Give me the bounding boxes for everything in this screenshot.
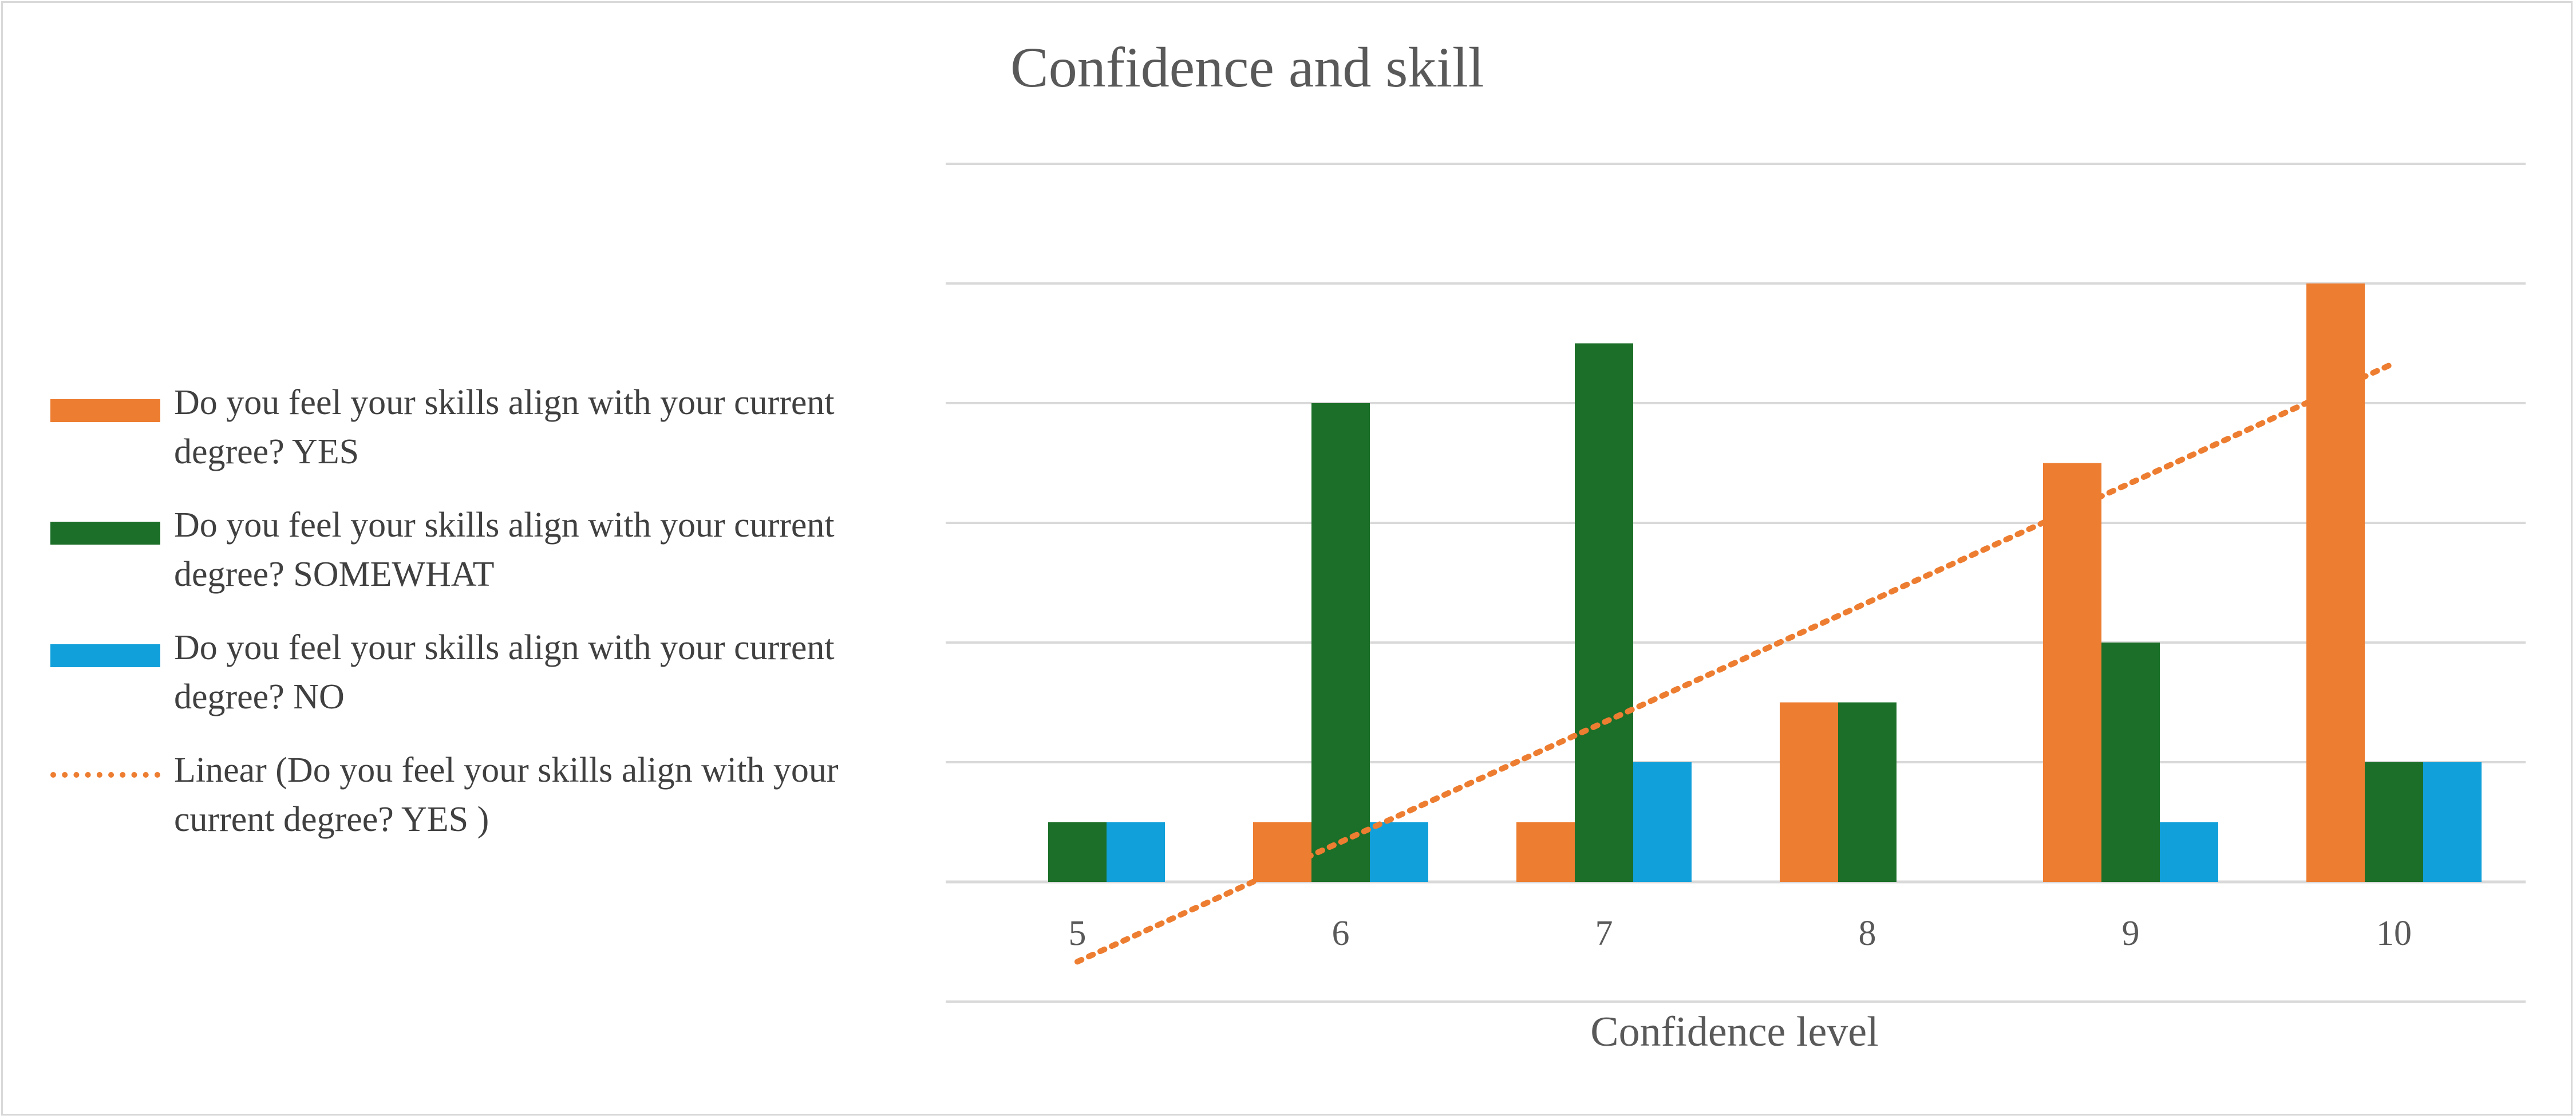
x-tick-label: 6 [1332, 914, 1350, 953]
bar-somewhat [1575, 343, 1633, 882]
x-tick-label: 5 [1069, 914, 1086, 953]
legend-swatch-trendline [50, 772, 160, 778]
bar-no [2160, 822, 2218, 882]
bar-no [2423, 762, 2482, 882]
x-tick-label: 9 [2122, 914, 2140, 953]
bar-somewhat [1838, 702, 1897, 882]
bar-no [1633, 762, 1692, 882]
bar-somewhat [1311, 403, 1370, 882]
bar-somewhat [2101, 643, 2160, 882]
x-tick-label: 10 [2376, 914, 2412, 953]
bar-yes [1253, 822, 1311, 882]
legend: Do you feel your skills align with your … [46, 378, 939, 868]
x-tick-label: 8 [1859, 914, 1876, 953]
bar-no [1107, 822, 1165, 882]
bar-yes [1780, 702, 1838, 882]
x-axis-title: Confidence level [1590, 1008, 1879, 1055]
legend-label-yes: Do you feel your skills align with your … [174, 383, 835, 471]
legend-item-trendline: Linear (Do you feel your skills align wi… [46, 746, 939, 868]
legend-label-trendline: Linear (Do you feel your skills align wi… [174, 751, 839, 839]
legend-swatch-somewhat [50, 522, 160, 545]
legend-item-yes: Do you feel your skills align with your … [46, 378, 939, 501]
legend-label-no: Do you feel your skills align with your … [174, 628, 835, 716]
bar-somewhat [2365, 762, 2423, 882]
bar-somewhat [1048, 822, 1107, 882]
x-tick-label: 7 [1595, 914, 1613, 953]
legend-swatch-no [50, 644, 160, 667]
bar-yes [2043, 463, 2101, 882]
legend-item-no: Do you feel your skills align with your … [46, 623, 939, 746]
legend-item-somewhat: Do you feel your skills align with your … [46, 501, 939, 623]
legend-label-somewhat: Do you feel your skills align with your … [174, 506, 835, 594]
legend-swatch-yes [50, 399, 160, 422]
bar-yes [2306, 283, 2365, 882]
chart-title: Confidence and skill [1010, 36, 1484, 99]
bar-no [1370, 822, 1428, 882]
bar-yes [1516, 822, 1575, 882]
trendline [1074, 360, 2397, 965]
